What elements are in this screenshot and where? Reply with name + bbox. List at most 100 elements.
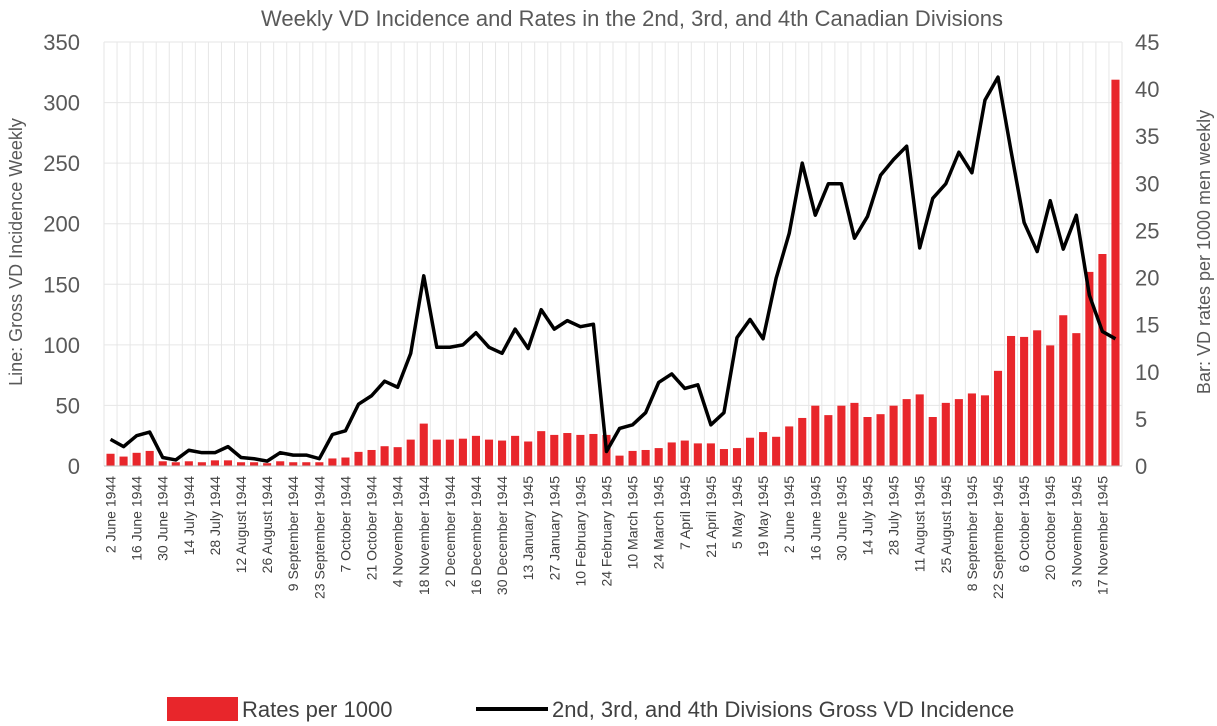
right-axis-tick-label: 20 [1135, 266, 1159, 291]
bar [354, 451, 363, 466]
bar [1072, 333, 1081, 466]
bar [902, 399, 911, 466]
bar [667, 442, 676, 466]
bar [837, 405, 846, 466]
right-axis: 0 5 10 15 20 25 30 35 40 45 [1135, 30, 1159, 479]
x-tick-label: 10 February 1945 [572, 476, 588, 587]
x-tick-label: 19 May 1945 [755, 476, 771, 557]
right-axis-label: Bar: VD rates per 1000 men weekly [1194, 110, 1214, 394]
bar [236, 462, 246, 466]
bar [785, 426, 794, 466]
bar [1111, 79, 1120, 466]
bar [119, 456, 128, 466]
left-axis-tick-label: 350 [43, 30, 80, 55]
bar [863, 417, 872, 466]
x-tick-label: 27 January 1945 [546, 476, 562, 581]
left-axis-tick-label: 300 [43, 91, 80, 116]
legend-swatch-rates [167, 697, 238, 721]
bar [184, 461, 193, 466]
bar [654, 448, 663, 466]
bar [367, 449, 376, 466]
bar [393, 447, 402, 466]
bar [850, 402, 859, 466]
bar [563, 433, 572, 466]
bar [1020, 336, 1029, 466]
bar [967, 393, 976, 466]
bar [628, 450, 637, 466]
left-axis: 0 50 100 150 200 250 300 350 [43, 30, 80, 479]
x-tick-label: 18 November 1944 [416, 476, 432, 595]
bar [876, 414, 885, 466]
bar [980, 395, 990, 466]
bar [576, 434, 585, 466]
bar [315, 462, 324, 466]
bar [445, 439, 454, 466]
bar [210, 460, 219, 466]
right-axis-tick-label: 10 [1135, 360, 1159, 385]
incidence-line [109, 75, 1117, 463]
left-axis-tick-label: 250 [43, 151, 80, 176]
bar [537, 431, 546, 466]
bar [498, 440, 507, 466]
bar [1033, 330, 1042, 466]
bar [889, 405, 898, 466]
right-axis-tick-label: 40 [1135, 77, 1159, 102]
x-tick-label: 8 September 1945 [964, 476, 980, 591]
left-axis-tick-label: 100 [43, 333, 80, 358]
bar [680, 440, 689, 466]
x-tick-label: 22 September 1945 [990, 476, 1006, 599]
bar [380, 446, 389, 466]
bar [158, 461, 167, 466]
bar [1007, 335, 1016, 466]
x-tick-label: 12 August 1944 [233, 476, 249, 574]
right-axis-tick-label: 35 [1135, 124, 1159, 149]
bar [223, 460, 233, 466]
bar [745, 437, 755, 466]
bar [171, 462, 180, 466]
chart-title: Weekly VD Incidence and Rates in the 2nd… [261, 6, 1003, 31]
bar [915, 394, 924, 466]
right-axis-tick-label: 25 [1135, 218, 1159, 243]
line-series-incidence [109, 75, 1117, 463]
x-tick-label: 2 December 1944 [442, 476, 458, 588]
x-tick-label: 7 April 1945 [677, 476, 693, 550]
bar [824, 415, 833, 466]
x-tick-label: 6 October 1945 [1016, 476, 1032, 573]
bar [276, 461, 285, 466]
x-tick-label: 23 September 1944 [311, 476, 327, 599]
bar [993, 370, 1003, 466]
x-tick-label: 11 August 1945 [912, 476, 928, 572]
bar [1046, 345, 1055, 466]
bar [1098, 254, 1107, 466]
x-tick-label: 2 June 1945 [781, 476, 797, 553]
bar [928, 417, 937, 466]
x-tick-label: 2 June 1944 [103, 476, 119, 553]
left-axis-tick-label: 200 [43, 212, 80, 237]
x-tick-label: 16 June 1945 [807, 476, 823, 561]
legend-label-rates: Rates per 1000 [242, 697, 392, 722]
bar [1085, 271, 1094, 466]
bar [484, 439, 494, 466]
bar [419, 423, 428, 466]
bar [471, 435, 481, 466]
bar [106, 453, 115, 466]
bar [511, 435, 520, 466]
left-axis-tick-label: 150 [43, 272, 80, 297]
x-tick-label: 21 October 1944 [364, 476, 380, 581]
x-tick-label: 14 July 1944 [181, 476, 197, 556]
bar [706, 443, 715, 466]
x-tick-label: 4 November 1944 [390, 476, 406, 588]
legend-label-incidence: 2nd, 3rd, and 4th Divisions Gross VD Inc… [552, 697, 1014, 722]
bar [589, 433, 598, 466]
bar [772, 436, 781, 466]
bar [458, 438, 467, 466]
x-tick-label: 30 June 1944 [155, 476, 171, 561]
x-tick-label: 10 March 1945 [625, 476, 641, 570]
right-axis-tick-label: 45 [1135, 30, 1159, 55]
bar [693, 443, 702, 466]
bar [550, 434, 559, 466]
bar [197, 462, 206, 466]
x-tick-label: 28 July 1944 [207, 476, 223, 556]
x-tick-label: 30 December 1944 [494, 476, 510, 595]
